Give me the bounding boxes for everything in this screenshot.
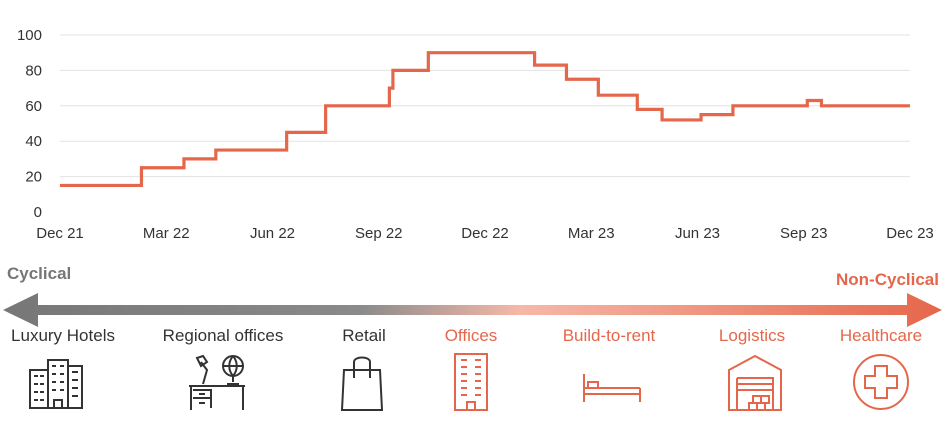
category-offices: Offices bbox=[444, 326, 498, 345]
office-desk-icon bbox=[189, 354, 245, 410]
y-tick-label: 100 bbox=[17, 27, 42, 44]
x-tick-label: Dec 23 bbox=[886, 225, 934, 242]
x-tick-label: Sep 22 bbox=[355, 225, 403, 242]
y-tick-label: 60 bbox=[25, 98, 42, 115]
hotel-buildings-icon bbox=[29, 359, 83, 409]
series-line bbox=[60, 51, 910, 188]
medical-cross-icon bbox=[853, 354, 909, 410]
shopping-bag-icon bbox=[340, 356, 384, 411]
category-healthcare: Healthcare bbox=[839, 326, 923, 345]
x-tick-label: Dec 22 bbox=[461, 225, 509, 242]
category-build-to-rent: Build-to-rent bbox=[562, 326, 656, 345]
cyclical-label: Cyclical bbox=[7, 264, 72, 283]
category-regional-offices: Regional offices bbox=[162, 326, 284, 345]
y-tick-label: 20 bbox=[25, 169, 42, 186]
y-tick-label: 40 bbox=[25, 133, 42, 150]
x-tick-label: Dec 21 bbox=[36, 225, 84, 242]
category-logistics: Logistics bbox=[718, 326, 786, 345]
x-axis-ticks: Dec 21 Mar 22 Jun 22 Sep 22 Dec 22 Mar 23 Jun … bbox=[36, 225, 934, 242]
spectrum-arrow-shape bbox=[3, 293, 942, 327]
bed-icon bbox=[583, 374, 641, 402]
cyclical-spectrum-arrow bbox=[3, 293, 942, 327]
x-tick-label: Jun 22 bbox=[250, 225, 295, 242]
x-tick-label: Jun 23 bbox=[675, 225, 720, 242]
category-retail: Retail bbox=[342, 326, 386, 345]
category-luxury-hotels: Luxury Hotels bbox=[11, 326, 115, 345]
y-tick-label: 80 bbox=[25, 62, 42, 79]
x-tick-label: Sep 23 bbox=[780, 225, 828, 242]
x-tick-label: Mar 22 bbox=[143, 225, 190, 242]
warehouse-icon bbox=[728, 354, 782, 411]
y-axis-ticks: 0 20 40 60 80 100 bbox=[17, 27, 42, 221]
x-tick-label: Mar 23 bbox=[568, 225, 615, 242]
gridlines bbox=[60, 34, 910, 178]
office-tower-icon bbox=[454, 353, 488, 411]
y-tick-label: 0 bbox=[34, 204, 42, 221]
non-cyclical-label: Non-Cyclical bbox=[836, 270, 939, 289]
